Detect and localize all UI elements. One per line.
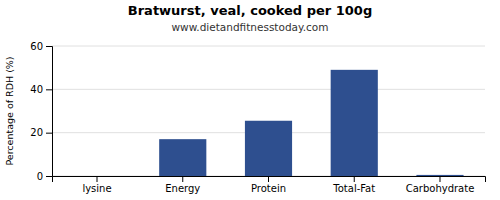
y-axis-line bbox=[46, 47, 53, 177]
grid-line bbox=[52, 89, 485, 90]
x-axis: lysine Energy Protein Total-Fat Carbohydrate bbox=[53, 176, 486, 194]
x-tick: Total-Fat bbox=[332, 176, 375, 194]
grid-line bbox=[52, 46, 485, 47]
bar bbox=[245, 121, 292, 176]
y-tick: 20 bbox=[30, 127, 52, 138]
bar bbox=[73, 176, 120, 177]
x-tick-label: Total-Fat bbox=[332, 183, 375, 194]
x-tick-mark bbox=[354, 176, 355, 182]
y-tick: 60 bbox=[30, 41, 52, 52]
y-axis-title: Percentage of RDH (%) bbox=[4, 56, 15, 165]
x-tick-mark bbox=[439, 176, 440, 182]
x-tick-label: lysine bbox=[82, 183, 111, 194]
y-tick-mark bbox=[46, 46, 52, 47]
x-tick-mark bbox=[182, 176, 183, 182]
y-tick-label: 0 bbox=[37, 171, 43, 182]
x-tick-mark bbox=[268, 176, 269, 182]
x-tick: Energy bbox=[165, 176, 200, 194]
x-tick-label: Carbohydrate bbox=[406, 183, 475, 194]
bar bbox=[159, 139, 206, 176]
y-tick-label: 20 bbox=[30, 127, 43, 138]
y-tick-mark bbox=[46, 133, 52, 134]
y-tick-mark bbox=[46, 176, 52, 177]
y-tick-mark bbox=[46, 89, 52, 90]
y-tick-label: 60 bbox=[30, 41, 43, 52]
bars bbox=[159, 70, 463, 176]
title: Bratwurst, veal, cooked per 100g bbox=[128, 3, 372, 18]
x-tick-label: Energy bbox=[165, 183, 200, 194]
subtitle: www.dietandfitnesstoday.com bbox=[172, 21, 329, 33]
y-tick: 40 bbox=[30, 84, 52, 95]
y-axis: 0 20 40 60 bbox=[30, 41, 52, 182]
x-tick: Protein bbox=[251, 176, 286, 194]
y-tick-label: 40 bbox=[30, 84, 43, 95]
bar bbox=[416, 175, 463, 176]
x-tick-label: Protein bbox=[251, 183, 286, 194]
plot: lysine Energy Protein Total-Fat Carbohydrate… bbox=[30, 41, 485, 194]
chart: Bratwurst, veal, cooked per 100g www.diet… bbox=[0, 0, 500, 200]
chart-container: Bratwurst, veal, cooked per 100g www.diet… bbox=[0, 0, 500, 200]
y-tick: 0 bbox=[37, 171, 52, 182]
x-tick-mark bbox=[97, 176, 98, 182]
x-tick: lysine bbox=[82, 176, 111, 194]
grid bbox=[52, 46, 485, 176]
bar bbox=[331, 70, 378, 176]
x-tick: Carbohydrate bbox=[406, 176, 475, 194]
x-axis-line bbox=[53, 177, 486, 183]
